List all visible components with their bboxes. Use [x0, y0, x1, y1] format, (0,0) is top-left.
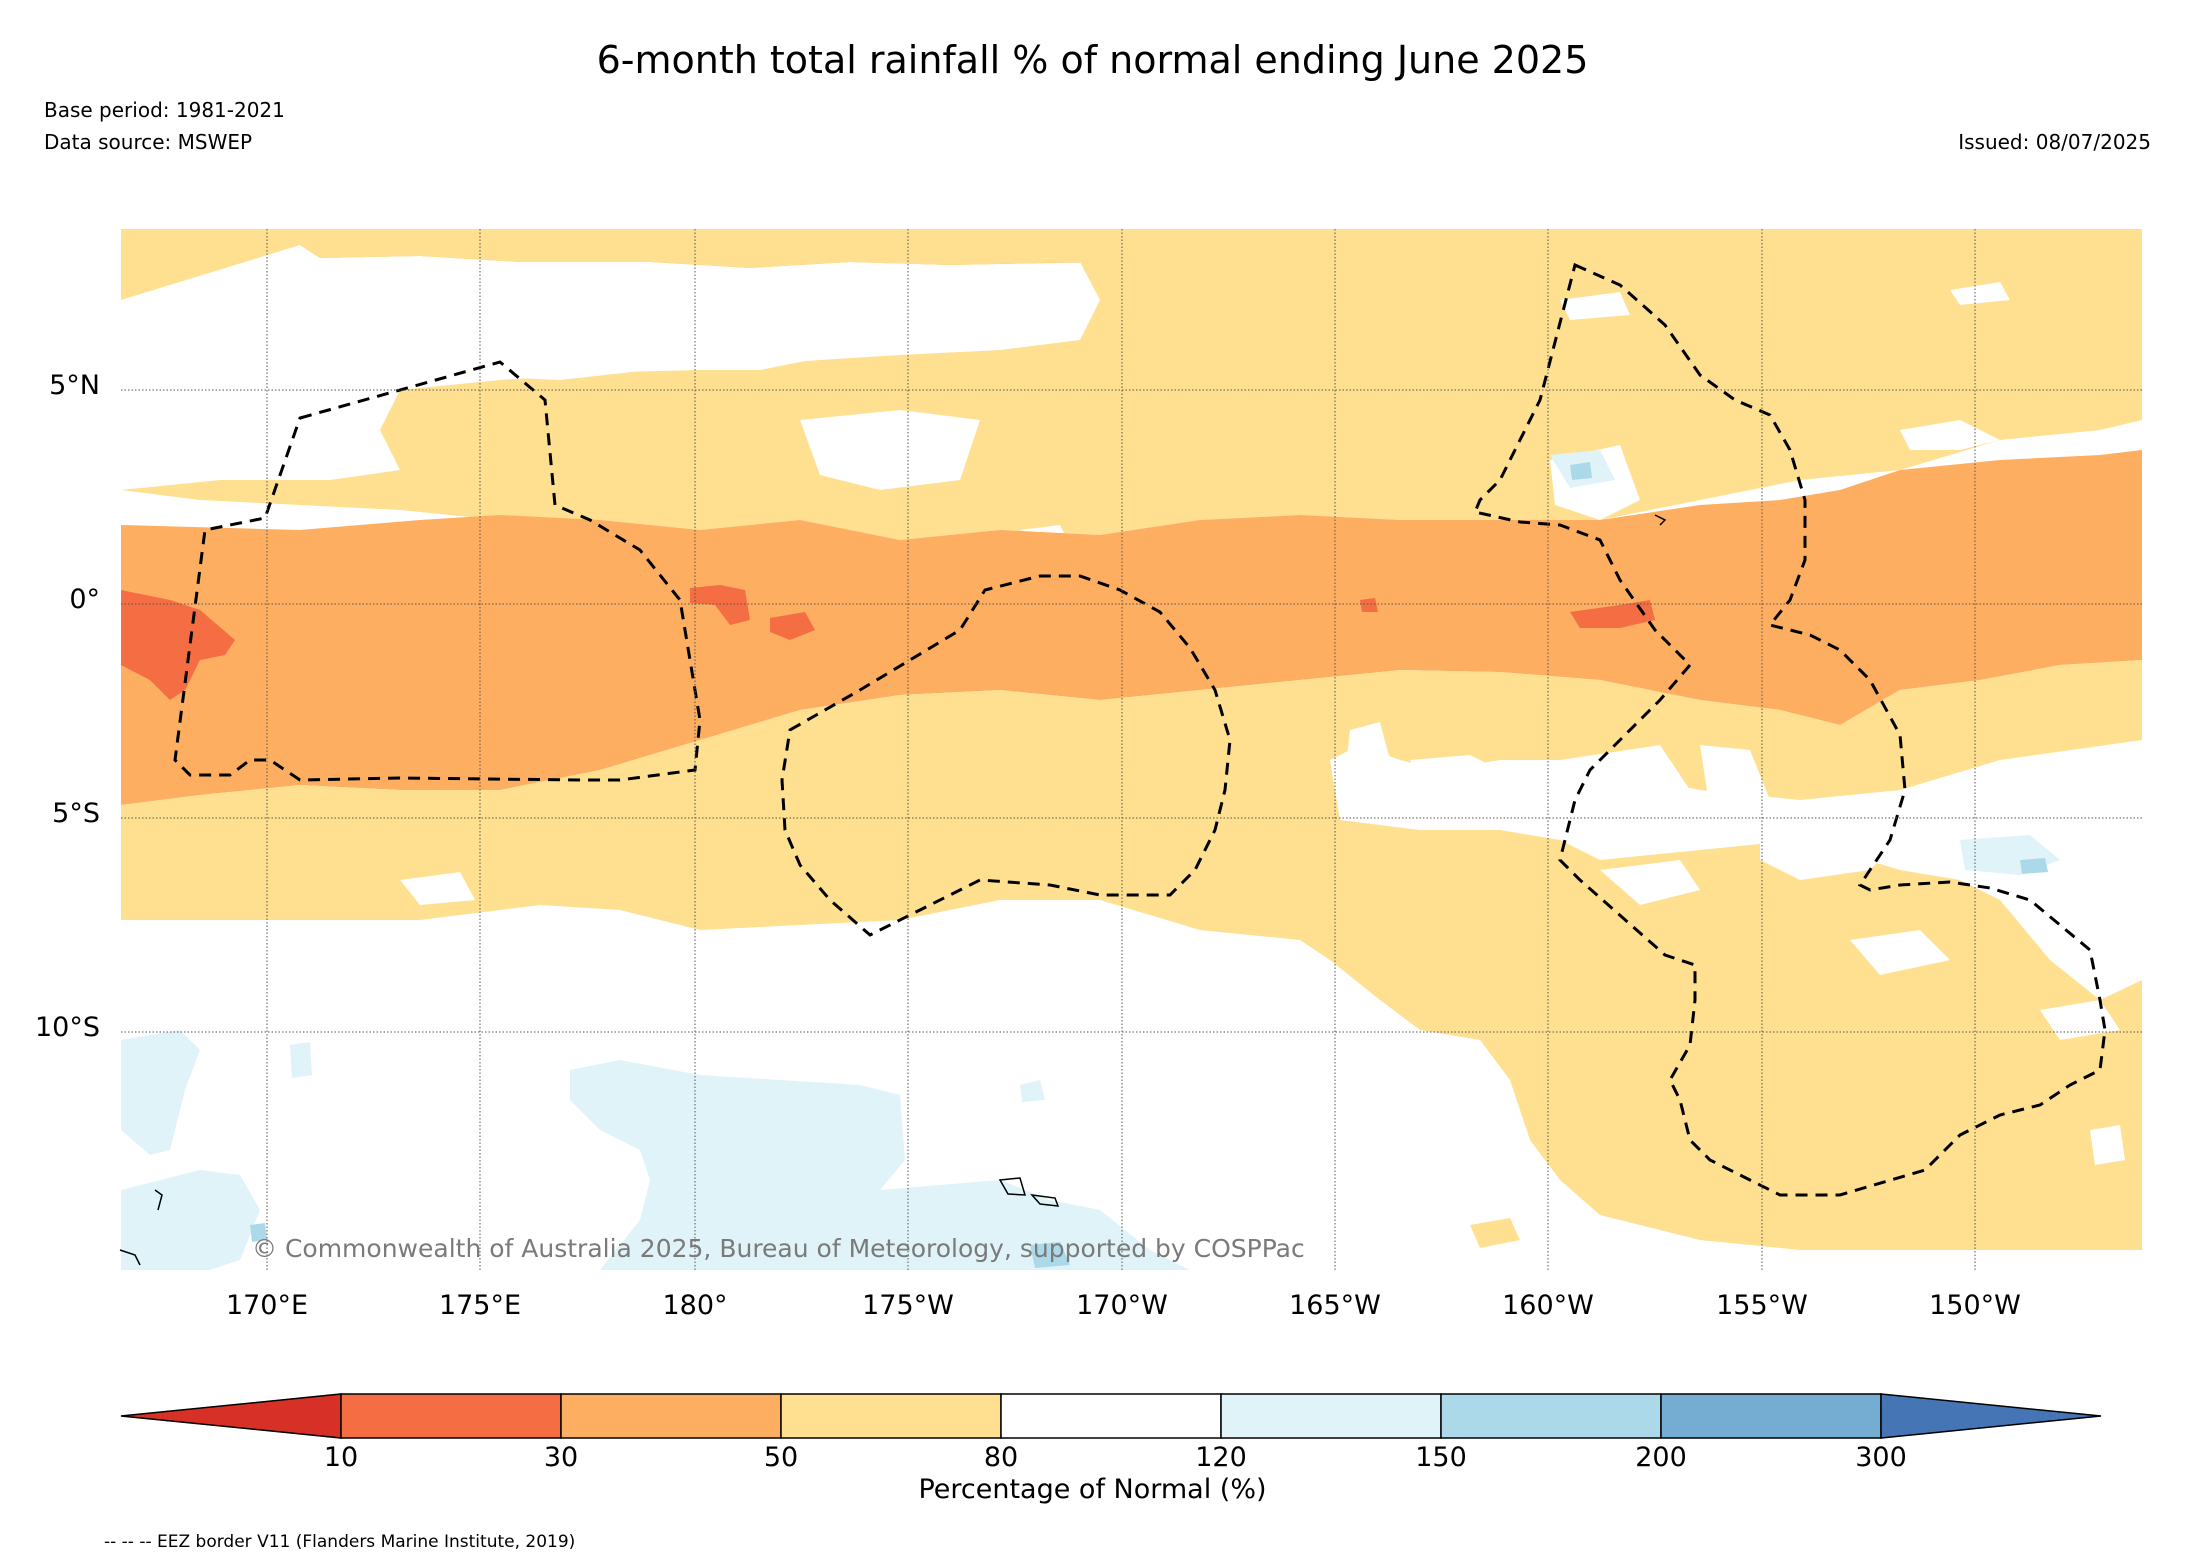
colorbar-tick: 10 [323, 1442, 359, 1473]
copyright-notice: © Commonwealth of Australia 2025, Bureau… [252, 1234, 1305, 1263]
lat-label-5n: 5°N [49, 370, 100, 401]
data-source-text: Data source: MSWEP [44, 130, 253, 154]
colorbar-120-150 [1220, 1393, 1442, 1439]
lat-label-equator: 0° [69, 584, 100, 615]
land-outlines [119, 514, 1667, 1266]
colorbar-tick: 300 [1855, 1442, 1907, 1473]
colorbar-extend-low [120, 1393, 342, 1439]
colorbar-200-300 [1660, 1393, 1882, 1439]
eez-border-line-islands-north [1472, 262, 2107, 1197]
colorbar-50-80 [780, 1393, 1002, 1439]
colorbar-150-200 [1440, 1393, 1662, 1439]
colorbar-tick: 150 [1415, 1442, 1467, 1473]
base-period-text: Base period: 1981-2021 [44, 98, 285, 122]
lon-label-180: 180° [662, 1290, 728, 1321]
lon-label-175e: 175°E [438, 1290, 522, 1321]
colorbar-label: Percentage of Normal (%) [918, 1474, 1267, 1505]
colorbar-80-120 [1000, 1393, 1222, 1439]
colorbar-tick: 80 [983, 1442, 1019, 1473]
colorbar-30-50 [560, 1393, 782, 1439]
map-title: 6-month total rainfall % of normal endin… [596, 38, 1589, 82]
lon-label-175w: 175°W [862, 1290, 954, 1321]
region-120-150-south [570, 1060, 1190, 1270]
region-50-80-south [121, 660, 2142, 1250]
lat-label-5s: 5°S [52, 798, 100, 829]
colorbar-extend-high [1880, 1393, 2102, 1439]
region-10-30-dateline [690, 585, 750, 625]
eez-borders [173, 262, 2107, 1197]
lon-label-170e: 170°E [225, 1290, 309, 1321]
lon-label-170w: 170°W [1076, 1290, 1168, 1321]
lon-label-155w: 155°W [1716, 1290, 1808, 1321]
eez-border-central [780, 574, 1232, 937]
eez-legend-note: -- -- -- EEZ border V11 (Flanders Marine… [104, 1532, 576, 1552]
colorbar-tick: 30 [543, 1442, 579, 1473]
region-10-30-west [121, 590, 235, 700]
colorbar-tick: 120 [1195, 1442, 1247, 1473]
colorbar-tick: 200 [1635, 1442, 1687, 1473]
colorbar-tick: 50 [763, 1442, 799, 1473]
colorbar [120, 1393, 2102, 1439]
lon-label-150w: 150°W [1929, 1290, 2021, 1321]
lat-label-10s: 10°S [35, 1012, 100, 1043]
colorbar-10-30 [340, 1393, 562, 1439]
eez-border-west [173, 360, 702, 782]
issued-date-text: Issued: 08/07/2025 [1958, 130, 2151, 154]
lon-label-160w: 160°W [1502, 1290, 1594, 1321]
region-30-50-equatorial [121, 450, 2142, 805]
region-50-80-north [121, 229, 2142, 540]
region-10-30-east [1570, 600, 1655, 628]
lon-label-165w: 165°W [1289, 1290, 1381, 1321]
graticule [121, 229, 2142, 1270]
rainfall-field [121, 229, 2142, 1270]
